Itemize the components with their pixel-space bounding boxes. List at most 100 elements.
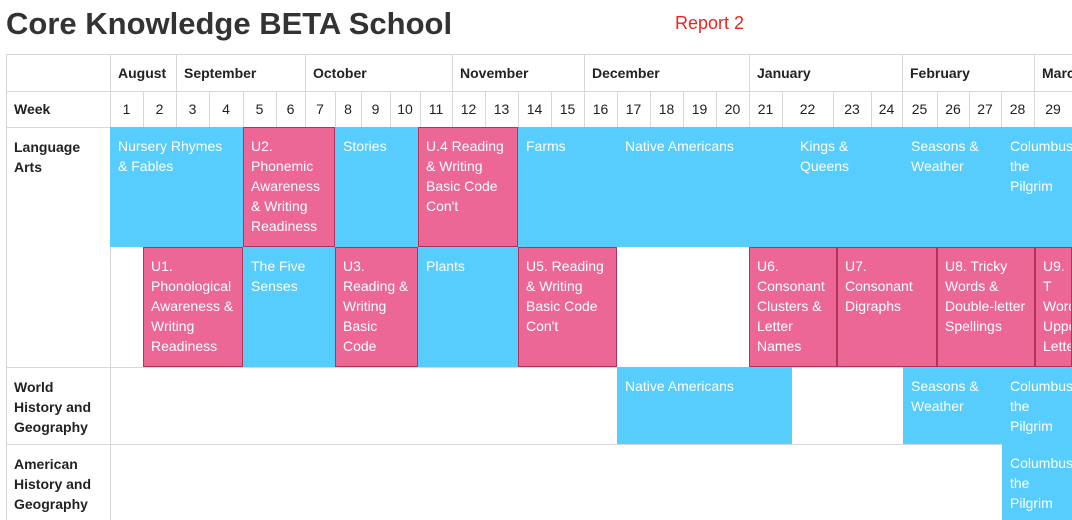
topic-block[interactable]: Farms	[518, 127, 617, 247]
unit-block[interactable]: U6. Consonant Clusters & Letter Names	[749, 247, 837, 367]
grid-line	[716, 91, 717, 127]
grid-line	[1034, 91, 1035, 127]
page-title: Core Knowledge BETA School	[6, 6, 453, 41]
grid-line	[452, 91, 453, 127]
grid-line	[782, 91, 783, 127]
grid-line	[6, 54, 7, 520]
grid-line	[1034, 54, 1035, 91]
week-number: 25	[911, 101, 928, 117]
grid-line	[617, 91, 618, 127]
grid-line	[871, 91, 872, 127]
topic-block[interactable]: Kings & Queens	[792, 127, 903, 247]
grid-line	[902, 91, 903, 127]
grid-line	[1001, 91, 1002, 127]
grid-line	[176, 91, 177, 127]
week-number: 9	[371, 101, 380, 117]
week-number: 12	[460, 101, 477, 117]
month-header: December	[592, 65, 660, 81]
unit-block[interactable]: U7. Consonant Digraphs	[837, 247, 937, 367]
month-header: Marc	[1042, 65, 1072, 81]
week-number: 15	[559, 101, 576, 117]
week-number: 1	[122, 101, 131, 117]
week-number: 7	[316, 101, 324, 117]
unit-block[interactable]: U.4 Reading & Writing Basic Code Con't	[418, 127, 518, 247]
week-number: 20	[724, 101, 741, 117]
grid-line	[969, 91, 970, 127]
grid-line	[833, 91, 834, 127]
topic-block[interactable]: Seasons & Weather	[903, 367, 1002, 444]
grid-line	[518, 91, 519, 127]
grid-line	[937, 91, 938, 127]
week-number: 6	[286, 101, 295, 117]
grid-line	[584, 91, 585, 127]
grid-line	[551, 91, 552, 127]
subject-label: World History and Geography	[14, 379, 92, 435]
grid-line	[110, 54, 111, 520]
month-header: September	[184, 65, 257, 81]
month-header: November	[460, 65, 529, 81]
week-number: 11	[428, 101, 444, 117]
month-header: February	[910, 65, 970, 81]
week-label: Week	[14, 101, 51, 117]
grid-line	[902, 54, 903, 91]
week-number: 16	[592, 101, 609, 117]
week-number: 14	[526, 101, 543, 117]
topic-block[interactable]: Columbus the Pilgrim	[1002, 444, 1072, 520]
week-number: 13	[493, 101, 510, 117]
grid-line	[485, 91, 486, 127]
grid-line	[6, 54, 1072, 55]
week-number: 22	[799, 101, 816, 117]
grid-line	[176, 54, 177, 91]
subject-label: Language Arts	[14, 139, 81, 175]
week-number: 28	[1009, 101, 1026, 117]
grid-line	[305, 54, 306, 91]
week-number: 2	[155, 101, 164, 117]
week-number: 19	[691, 101, 708, 117]
topic-block[interactable]: Columbus the Pilgrim	[1002, 367, 1072, 444]
unit-block[interactable]: U8. Tricky Words & Double-letter Spellin…	[937, 247, 1035, 367]
week-number: 23	[844, 101, 860, 117]
topic-block[interactable]: Seasons & Weather	[903, 127, 1002, 247]
week-number: 24	[878, 101, 895, 117]
week-number: 10	[397, 101, 413, 117]
grid-line	[749, 91, 750, 127]
report-link[interactable]: Report 2	[675, 13, 745, 33]
topic-block[interactable]: The Five Senses	[243, 247, 335, 367]
week-number: 4	[222, 101, 230, 117]
topic-block[interactable]: Nursery Rhymes & Fables	[110, 127, 243, 247]
grid-line	[305, 91, 306, 127]
topic-block[interactable]: Native Americans	[617, 127, 792, 247]
topic-block[interactable]: Plants	[418, 247, 518, 367]
topic-block[interactable]: Native Americans	[617, 367, 792, 444]
grid-line	[361, 91, 362, 127]
grid-line	[243, 91, 244, 127]
grid-line	[390, 91, 391, 127]
grid-line	[749, 54, 750, 91]
unit-block[interactable]: U9. T Word Uppe Lette	[1035, 247, 1072, 367]
month-header: January	[757, 65, 811, 81]
grid-line	[6, 91, 1072, 92]
grid-line	[6, 444, 1072, 445]
grid-line	[335, 91, 336, 127]
week-number: 5	[255, 101, 264, 117]
topic-block[interactable]: Stories	[335, 127, 418, 247]
week-number: 27	[977, 101, 993, 117]
week-number: 26	[945, 101, 961, 117]
grid-line	[452, 54, 453, 91]
week-number: 8	[344, 101, 352, 117]
grid-line	[276, 91, 277, 127]
week-number: 3	[188, 101, 197, 117]
month-header: October	[313, 65, 367, 81]
unit-block[interactable]: U3. Reading & Writing Basic Code	[335, 247, 418, 367]
week-number: 29	[1045, 101, 1061, 117]
unit-block[interactable]: U1. Phonological Awareness & Writing Rea…	[143, 247, 243, 367]
grid-line	[6, 367, 1072, 368]
topic-block[interactable]: Columbus the Pilgrim	[1002, 127, 1072, 247]
week-number: 21	[757, 101, 774, 117]
grid-line	[209, 91, 210, 127]
unit-block[interactable]: U5. Reading & Writing Basic Code Con't	[518, 247, 617, 367]
unit-block[interactable]: U2. Phonemic Awareness & Writing Readine…	[243, 127, 335, 247]
grid-line	[683, 91, 684, 127]
month-header: August	[118, 65, 167, 81]
